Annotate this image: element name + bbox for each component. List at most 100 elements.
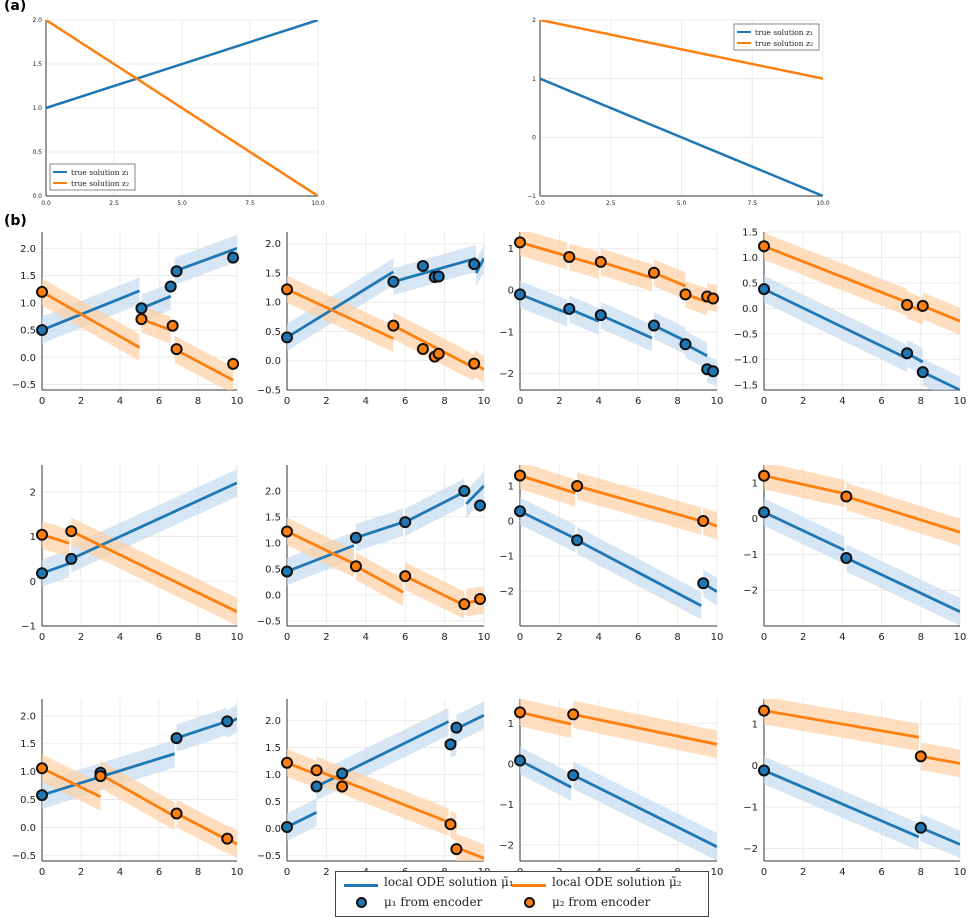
ode-segment-mu2 <box>520 241 568 258</box>
ode-segment-mu2 <box>175 812 228 842</box>
encoder-point-mu2 <box>914 750 927 763</box>
ode-segment-mu2 <box>920 754 960 765</box>
y-tick-label: −0.5 <box>734 329 758 340</box>
plot-area <box>520 232 717 387</box>
encoder-point-mu2 <box>170 807 183 820</box>
x-tick-label: 2 <box>800 396 806 407</box>
encoder-point-mu2 <box>135 313 148 326</box>
x-tick-label: 8 <box>674 632 680 643</box>
plot-area <box>42 234 237 390</box>
encoder-point-mu2 <box>514 236 526 249</box>
chart-b-3-4: 0 2 4 6 8 10 −2 −1 0 1 <box>743 699 966 878</box>
y-tick-label: 1 <box>752 478 758 489</box>
x-tick-label: 0 <box>284 396 290 407</box>
chart-b-3-1: 0 2 4 6 8 10 −0.5 0.0 0.5 1.0 1.5 2.0 <box>12 699 244 878</box>
y-tick-label: −1 <box>743 550 758 561</box>
encoder-point-mu1 <box>221 715 234 728</box>
x-tick-label: 10 <box>954 632 967 643</box>
x-tick-label: 0 <box>517 396 523 407</box>
encoder-point-mu1 <box>164 280 177 293</box>
ode-segment-mu1 <box>174 247 237 273</box>
encoder-point-mu2 <box>840 490 853 503</box>
legend-line-mu1 <box>344 884 378 887</box>
y-tick-label: 1 <box>752 719 758 730</box>
x-tick-label: 8 <box>195 632 201 643</box>
encoder-point-mu1 <box>594 309 607 322</box>
x-tick-label: 2 <box>323 867 329 878</box>
ode-segment-mu2 <box>845 495 960 534</box>
uncertainty-band-mu2 <box>520 232 568 270</box>
plot-area <box>764 232 960 390</box>
x-tick-label: 4 <box>839 867 845 878</box>
ode-segment-mu2 <box>173 347 234 382</box>
x-tick-label: 0 <box>39 396 45 407</box>
y-tick-label: 0.5 <box>265 327 281 338</box>
y-tick-label: 1.0 <box>265 538 281 549</box>
encoder-point-mu1 <box>458 484 471 497</box>
x-tick-label: 10 <box>231 867 244 878</box>
encoder-point-mu1 <box>758 764 770 777</box>
x-tick-label: 4 <box>596 632 602 643</box>
y-tick-label: 1 <box>30 532 36 543</box>
x-tick-label: 4 <box>839 632 845 643</box>
encoder-point-mu2 <box>567 708 580 721</box>
encoder-point-mu1 <box>571 534 584 547</box>
ode-segment-mu1 <box>392 256 477 284</box>
x-tick-label: 4 <box>117 867 123 878</box>
y-tick-label: −2 <box>743 586 758 597</box>
y-tick-label: −0.5 <box>12 851 36 862</box>
plot-area <box>287 472 484 619</box>
y-tick-label: 0.0 <box>742 304 758 315</box>
chart-b-2-4: 0 2 4 6 8 10 −2 −1 0 1 <box>743 465 967 643</box>
legend-line-mu2 <box>512 884 546 887</box>
legend: local ODE solution μ̃₁ local ODE solutio… <box>335 871 709 917</box>
plot-area <box>46 20 318 196</box>
y-tick-label: −0.5 <box>257 386 281 397</box>
y-tick-label: 0 <box>508 517 514 528</box>
y-tick-label: 2.0 <box>20 244 36 255</box>
y-tick-label: −1 <box>21 622 36 633</box>
chart-a-right: 0.0 2.5 5.0 7.5 10.0 −1 0 1 2 true solution z₁ tru… <box>527 17 830 207</box>
x-tick-label: 4 <box>839 396 845 407</box>
x-tick-label: 2 <box>78 867 84 878</box>
ode-segment-mu1 <box>922 370 960 390</box>
x-tick-label: 0 <box>39 867 45 878</box>
panel-label-a: (a) <box>4 0 27 14</box>
y-tick-label: 0.0 <box>265 590 281 601</box>
y-tick-label: 1.5 <box>32 61 42 68</box>
plot-area <box>287 244 484 383</box>
ode-segment-mu2 <box>404 574 465 607</box>
legend-entry: true solution z₁ <box>71 168 129 177</box>
x-tick-label: 10 <box>711 867 724 878</box>
y-tick-label: 0.5 <box>20 795 36 806</box>
encoder-point-mu2 <box>514 706 526 719</box>
uncertainty-band-mu2 <box>520 465 576 507</box>
y-tick-label: 0 <box>532 134 536 141</box>
x-tick-label: 2.5 <box>109 200 119 207</box>
y-tick-label: 2 <box>532 17 536 24</box>
chart-a-left: 0.0 2.5 5.0 7.5 10.0 0.0 0.5 1.0 1.5 2.0 true solu… <box>32 17 324 207</box>
x-tick-label: 10 <box>478 632 491 643</box>
encoder-point-mu2 <box>474 592 487 605</box>
ode-segment-mu2 <box>520 474 576 495</box>
x-tick-label: 10 <box>711 396 724 407</box>
encoder-point-mu1 <box>227 251 240 264</box>
y-tick-label: 1.0 <box>742 253 758 264</box>
legend-label-line2: local ODE solution μ̃₂ <box>552 875 682 889</box>
encoder-point-mu2 <box>916 299 929 312</box>
chart-b-2-3: 0 2 4 6 8 10 −2 −1 0 1 <box>499 465 723 643</box>
ode-segment-mu1 <box>520 293 568 315</box>
x-tick-label: 10 <box>231 396 244 407</box>
x-tick-label: 0 <box>39 632 45 643</box>
chart-b-2-2: 0 2 4 6 8 10 −0.5 0.0 0.5 1.0 1.5 2.0 <box>257 465 491 643</box>
x-tick-label: 8 <box>195 867 201 878</box>
y-tick-label: 0.0 <box>20 823 36 834</box>
series-line-z1 <box>540 77 823 196</box>
y-tick-label: 1.0 <box>20 767 36 778</box>
uncertainty-band-mu2 <box>764 465 845 508</box>
chart-b-1-4: 0 2 4 6 8 10 −1.5 −1.0 −0.5 0.0 0.5 1.0 1.5 <box>734 228 967 408</box>
x-tick-label: 8 <box>918 396 924 407</box>
y-tick-label: 1 <box>508 719 514 730</box>
encoder-point-mu1 <box>444 738 457 751</box>
encoder-point-mu2 <box>571 480 584 492</box>
